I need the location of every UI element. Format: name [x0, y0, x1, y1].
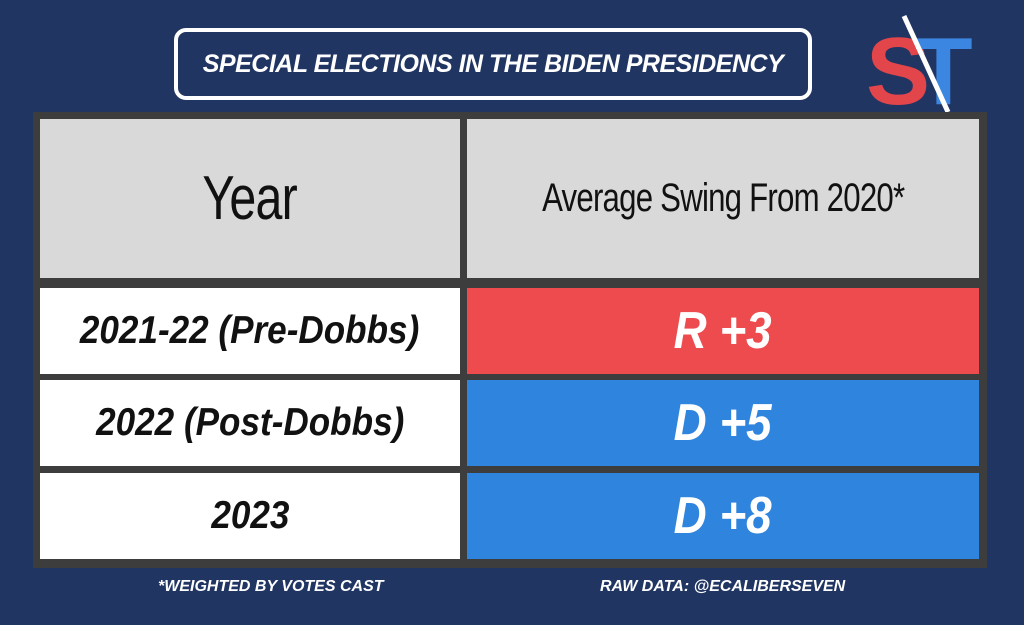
- year-label: 2021-22 (Pre-Dobbs): [80, 309, 420, 352]
- year-label: 2022 (Post-Dobbs): [95, 401, 405, 444]
- logo-letter-s: S: [866, 18, 930, 114]
- header-year-label: Year: [202, 164, 298, 233]
- split-ticket-logo: S T: [866, 14, 973, 114]
- header-swing: Average Swing From 2020*: [467, 119, 979, 278]
- swing-value: R +3: [674, 302, 772, 360]
- chart-title-text: SPECIAL ELECTIONS IN THE BIDEN PRESIDENC…: [202, 49, 784, 78]
- swing-value: D +5: [674, 394, 772, 452]
- footnote-weighted: *WEIGHTED BY VOTES CAST: [158, 578, 384, 595]
- logo-slash: [901, 14, 951, 114]
- year-cell-3: 2023: [40, 473, 460, 559]
- year-cell-1: 2021-22 (Pre-Dobbs): [40, 288, 460, 374]
- swing-cell-3: D +8: [467, 473, 979, 559]
- year-cell-2: 2022 (Post-Dobbs): [40, 380, 460, 466]
- header-swing-label: Average Swing From 2020*: [541, 176, 905, 220]
- swing-value: D +8: [674, 487, 772, 545]
- swing-cell-1: R +3: [467, 288, 979, 374]
- header-year: Year: [40, 119, 460, 278]
- year-label: 2023: [210, 494, 290, 537]
- swing-cell-2: D +5: [467, 380, 979, 466]
- swing-table: Year Average Swing From 2020* 2021-22 (P…: [33, 112, 987, 568]
- chart-title: SPECIAL ELECTIONS IN THE BIDEN PRESIDENC…: [174, 28, 812, 100]
- footnote-source: RAW DATA: @ECALIBERSEVEN: [600, 578, 846, 595]
